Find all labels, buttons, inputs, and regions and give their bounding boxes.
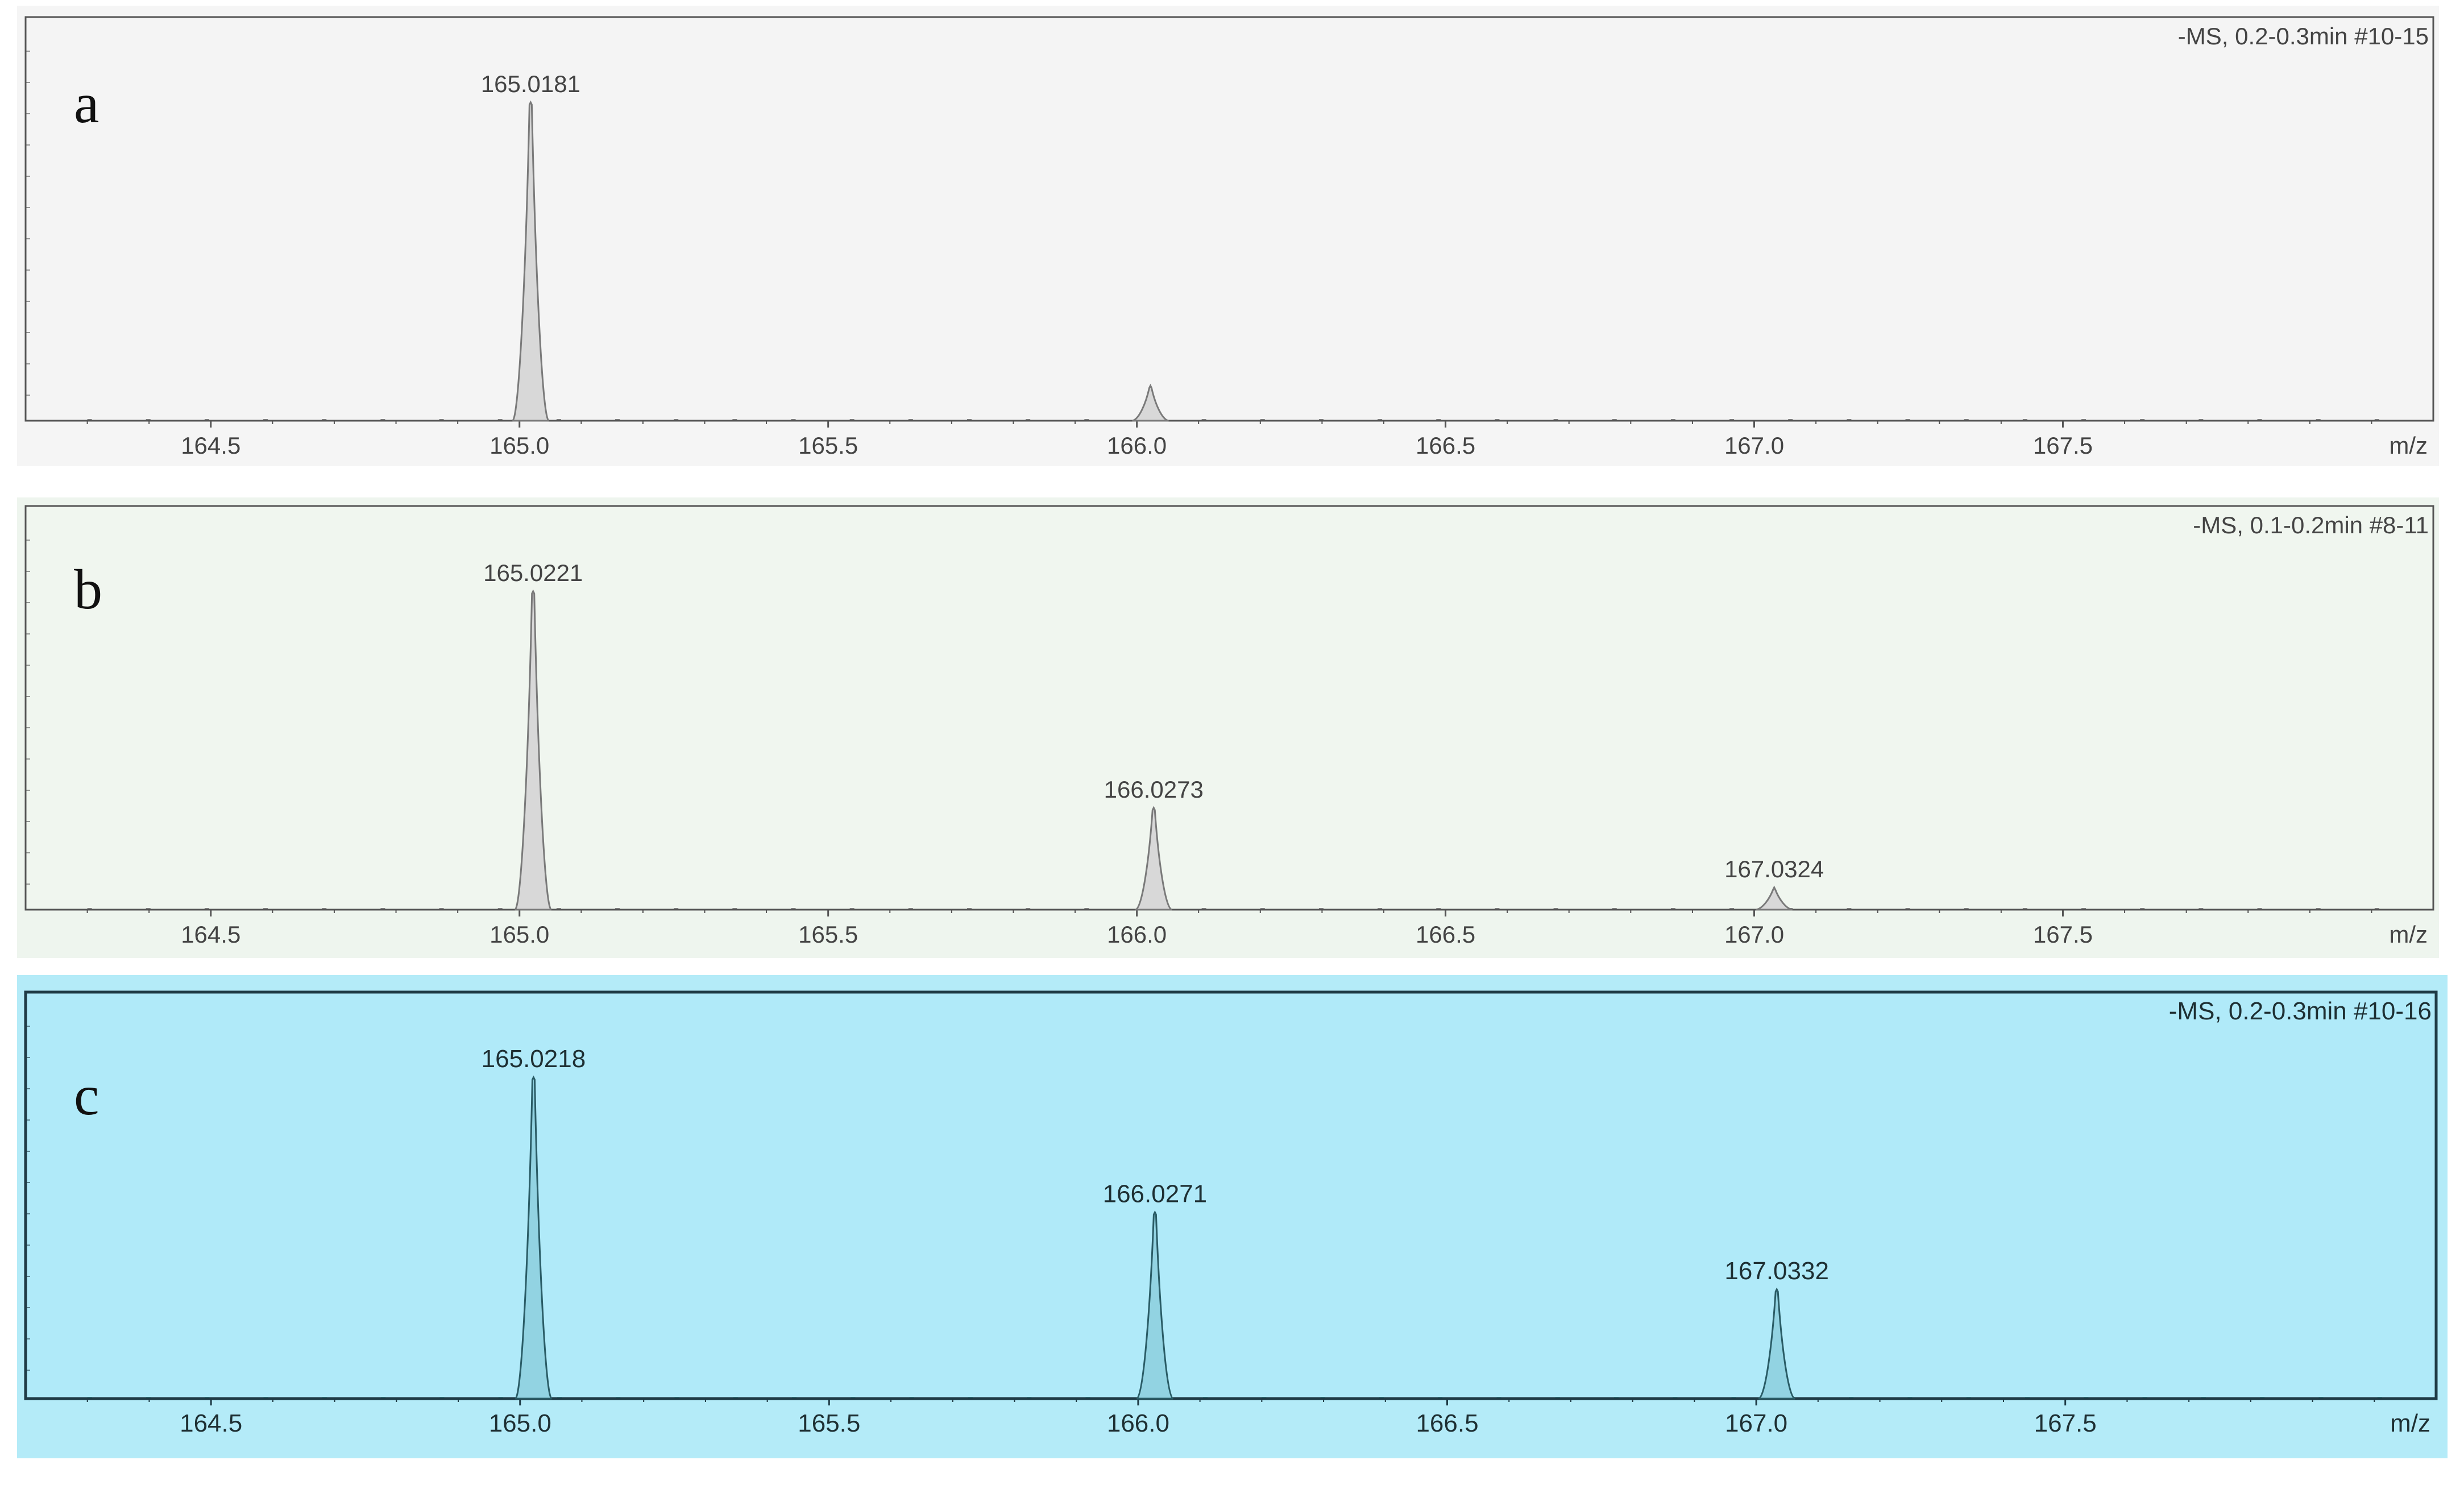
x-tick-label: 164.5 [181,921,240,948]
peak-label: 166.0273 [1104,776,1204,803]
x-axis-label: m/z [2389,921,2428,948]
x-tick-label: 165.5 [798,432,858,459]
x-tick-label: 165.5 [798,1409,860,1437]
x-axis-label: m/z [2390,1409,2430,1437]
spectrum-peak [1136,1210,1174,1400]
spectrum-panel-a: 164.5 165.0 165.5 166.0 166.5 167.0 167.5 m/z -M… [17,6,2439,466]
x-tick-label: 164.5 [181,432,240,459]
peak-label: 165.0218 [482,1045,586,1073]
plot-area [24,990,2438,1400]
x-tick-label: 166.5 [1416,432,1475,459]
x-tick-label: 166.0 [1107,921,1167,948]
peak-label: 167.0324 [1724,856,1824,882]
spectrum-peak [514,589,553,911]
scan-info-label: -MS, 0.2-0.3min #10-16 [2169,997,2432,1025]
panel-letter: c [74,1064,99,1127]
scan-info-label: -MS, 0.2-0.3min #10-15 [2178,23,2429,49]
spectrum-peak [1135,806,1173,911]
x-tick-label: 165.0 [489,1409,551,1437]
peak-label: 165.0181 [481,70,580,97]
spectrum-peak [1131,384,1169,422]
x-tick-label: 166.0 [1107,1409,1169,1437]
x-tick-label: 167.5 [2033,432,2093,459]
plot-area [24,16,2434,422]
x-tick-label: 165.0 [490,921,549,948]
spectrum-panel-b: 164.5 165.0 165.5 166.0 166.5 167.0 167.5 m/z -M… [17,497,2439,958]
panel-letter: b [74,558,102,621]
x-tick-label: 167.0 [1724,432,1784,459]
spectrum-peak [514,1075,553,1400]
x-tick-label: 167.5 [2033,921,2093,948]
peak-label: 167.0332 [1724,1257,1829,1285]
panel-letter: a [74,72,99,135]
x-tick-label: 167.0 [1725,1409,1787,1437]
spectrum-peak [511,100,550,422]
x-tick-label: 167.5 [2034,1409,2097,1437]
spectrum-peak [1756,885,1793,911]
peak-label: 166.0271 [1103,1180,1208,1208]
x-tick-label: 165.5 [798,921,858,948]
spectrum-panel-c: 164.5 165.0 165.5 166.0 166.5 167.0 167.5 m/z -M… [17,975,2448,1458]
x-tick-label: 167.0 [1724,921,1784,948]
scan-info-label: -MS, 0.1-0.2min #8-11 [2193,512,2429,538]
x-axis-label: m/z [2389,432,2428,459]
plot-area [24,505,2434,911]
peak-label: 165.0221 [483,559,583,586]
x-tick-label: 166.0 [1107,432,1167,459]
x-tick-label: 166.5 [1416,1409,1478,1437]
x-tick-label: 164.5 [180,1409,242,1437]
x-tick-label: 166.5 [1416,921,1475,948]
x-tick-label: 165.0 [490,432,549,459]
spectrum-peak [1758,1287,1796,1400]
